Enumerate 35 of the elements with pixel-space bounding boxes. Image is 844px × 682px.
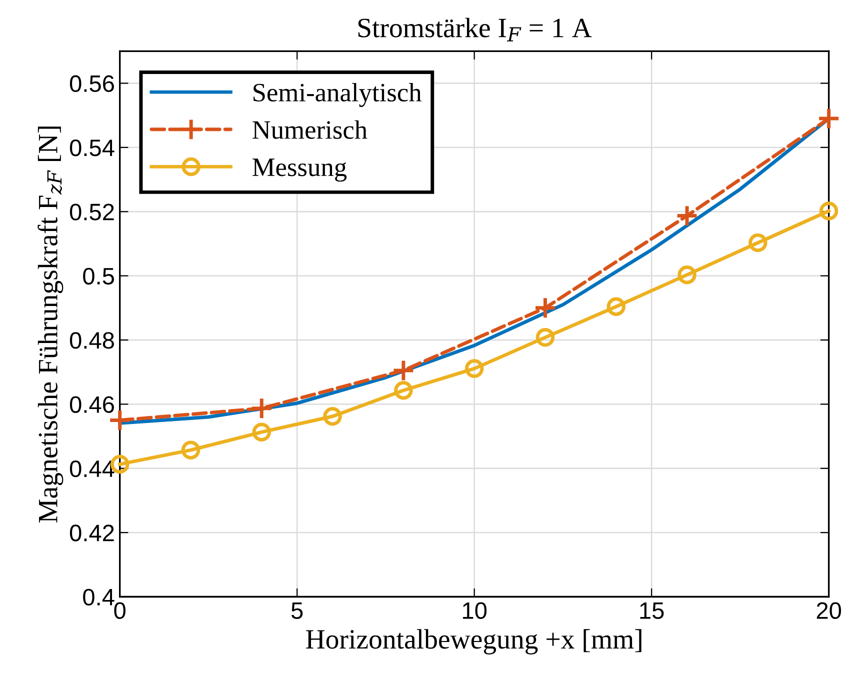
y-tick-label: 0.5 (83, 268, 114, 285)
point (323, 407, 342, 426)
point (392, 359, 415, 382)
point (676, 204, 698, 228)
point (464, 359, 484, 378)
legend-label: Semi-analytisch (254, 82, 422, 107)
y-tick-label: 0.54 (70, 140, 114, 156)
legend-label: Messung (252, 158, 347, 182)
y-tick-label: 0.48 (70, 332, 114, 349)
point (181, 440, 200, 460)
y-tick-label: 0.42 (70, 524, 114, 542)
x-tick-label: 15 (640, 602, 664, 619)
point (678, 265, 696, 284)
y-tick-label: 0.46 (70, 396, 114, 413)
point (252, 422, 272, 442)
point (606, 297, 626, 316)
point (394, 381, 413, 400)
x-tick-label: 20 (816, 602, 842, 619)
point (250, 396, 274, 420)
y-tick-label: 0.44 (70, 460, 114, 478)
x-axis-title: Horizontalbewegung +x [mm] (306, 629, 642, 654)
y-tick-label: 0.56 (70, 75, 114, 92)
chart-title: Stromstärke I$_{F}$ = 1 A (358, 18, 592, 42)
point (534, 296, 557, 320)
point (819, 202, 838, 220)
point (748, 233, 768, 252)
y-axis-title: Magnetische Führungskraft F$_{zF}$ [N] (38, 126, 64, 523)
point (817, 107, 840, 130)
x-tick-label: 10 (463, 602, 487, 619)
y-tick-label: 0.4 (83, 588, 114, 606)
point (536, 328, 555, 347)
x-tick-label: 0 (114, 602, 126, 619)
legend-label: Numerisch (252, 120, 368, 139)
y-tick-label: 0.52 (70, 204, 114, 220)
x-tick-label: 5 (291, 602, 303, 619)
